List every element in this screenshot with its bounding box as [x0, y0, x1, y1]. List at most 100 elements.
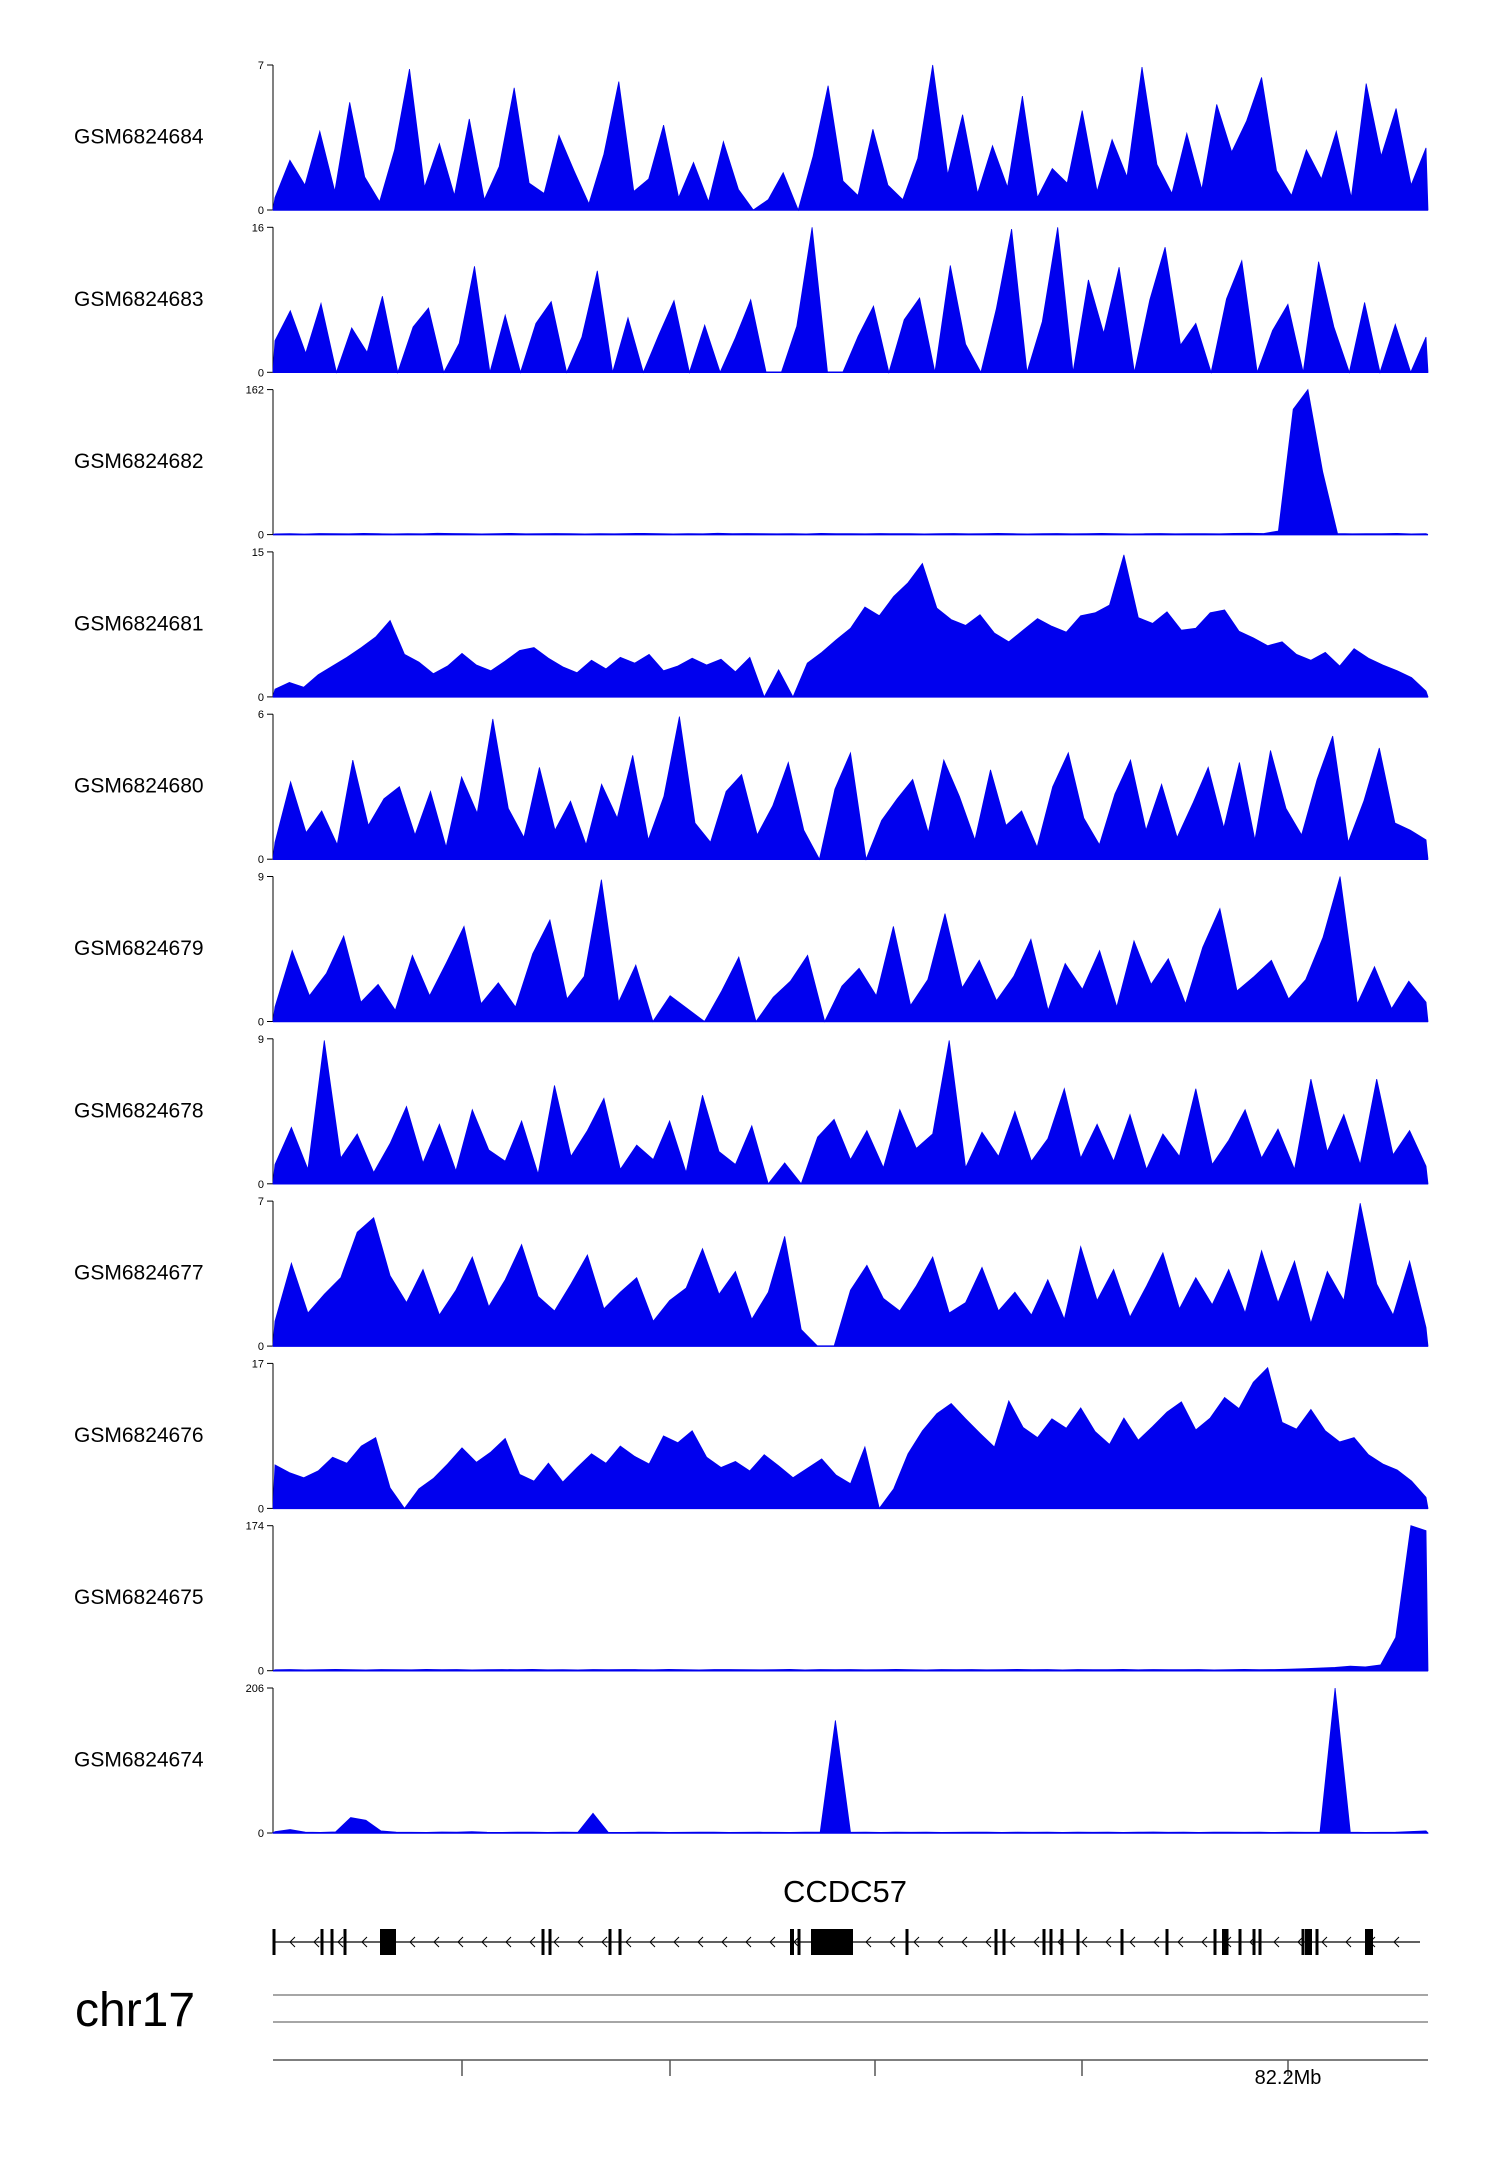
- strand-arrow: [1033, 1936, 1040, 1948]
- signal-area: [272, 554, 1429, 698]
- y-tick-min-label: 0: [258, 367, 264, 379]
- exon: [1042, 1929, 1046, 1955]
- exon: [1060, 1929, 1064, 1955]
- y-tick-min-label: 0: [258, 692, 264, 704]
- track-GSM6824680: GSM6824680 6 0: [74, 709, 1429, 866]
- strand-arrow: [1273, 1936, 1280, 1948]
- exon: [1315, 1929, 1319, 1955]
- signal-area: [272, 1366, 1429, 1510]
- track-label: GSM6824676: [74, 1424, 204, 1447]
- track-label: GSM6824680: [74, 775, 204, 798]
- strand-arrow: [553, 1936, 560, 1948]
- exon: [608, 1929, 612, 1955]
- track-label: GSM6824675: [74, 1586, 204, 1609]
- y-tick-max-label: 6: [258, 709, 264, 721]
- strand-arrow: [985, 1936, 992, 1948]
- track-label: GSM6824679: [74, 937, 204, 960]
- exon: [343, 1929, 347, 1955]
- exon: [1301, 1929, 1305, 1955]
- exon-wide: [790, 1929, 794, 1955]
- y-tick-max-label: 206: [246, 1683, 264, 1695]
- strand-arrow: [1153, 1936, 1160, 1948]
- exon-wide: [380, 1929, 396, 1955]
- strand-arrow: [1201, 1936, 1208, 1948]
- y-tick-min-label: 0: [258, 1017, 264, 1029]
- axis-coordinate-label: 82.2Mb: [1255, 2067, 1322, 2089]
- exon: [1076, 1929, 1080, 1955]
- strand-arrow: [1393, 1936, 1400, 1948]
- exon: [618, 1929, 622, 1955]
- exon-wide: [811, 1929, 853, 1955]
- signal-area: [272, 227, 1429, 374]
- strand-arrow: [529, 1936, 536, 1948]
- track-GSM6824677: GSM6824677 7 0: [74, 1196, 1429, 1353]
- track-label: GSM6824677: [74, 1262, 204, 1285]
- track-label: GSM6824682: [74, 450, 204, 473]
- strand-arrow: [1321, 1936, 1328, 1948]
- track-label: GSM6824681: [74, 612, 204, 635]
- strand-arrow: [505, 1936, 512, 1948]
- strand-arrow: [937, 1936, 944, 1948]
- strand-arrow: [865, 1936, 872, 1948]
- exon: [1049, 1929, 1053, 1955]
- strand-arrow: [649, 1936, 656, 1948]
- y-tick-min-label: 0: [258, 1503, 264, 1515]
- y-tick-max-label: 7: [258, 60, 264, 72]
- signal-area: [272, 876, 1429, 1023]
- exon: [330, 1929, 334, 1955]
- exon: [797, 1929, 801, 1955]
- strand-arrow: [673, 1936, 680, 1948]
- strand-arrow: [745, 1936, 752, 1948]
- y-tick-max-label: 7: [258, 1196, 264, 1208]
- exon: [1252, 1929, 1256, 1955]
- signal-area: [272, 716, 1429, 861]
- gene-label: CCDC57: [783, 1874, 907, 1909]
- signal-area: [272, 64, 1429, 212]
- y-tick-max-label: 9: [258, 1034, 264, 1046]
- track-label: GSM6824684: [74, 126, 204, 149]
- y-tick-min-label: 0: [258, 1666, 264, 1678]
- strand-arrow: [313, 1936, 320, 1948]
- strand-arrow: [433, 1936, 440, 1948]
- strand-arrow: [577, 1936, 584, 1948]
- y-tick-max-label: 9: [258, 872, 264, 884]
- exon: [548, 1929, 552, 1955]
- track-GSM6824683: GSM6824683 16 0: [74, 222, 1429, 379]
- strand-arrow: [769, 1936, 776, 1948]
- track-label: GSM6824674: [74, 1749, 204, 1772]
- strand-arrow: [361, 1936, 368, 1948]
- strand-arrow: [337, 1936, 344, 1948]
- track-GSM6824676: GSM6824676 17 0: [74, 1358, 1429, 1515]
- y-tick-min-label: 0: [258, 1179, 264, 1191]
- y-tick-max-label: 16: [252, 222, 264, 234]
- gene-annotation-track: CCDC57: [272, 1874, 1420, 1955]
- track-GSM6824674: GSM6824674 206 0: [74, 1683, 1429, 1840]
- strand-arrow: [625, 1936, 632, 1948]
- strand-arrow: [1345, 1936, 1352, 1948]
- strand-arrow: [1297, 1936, 1304, 1948]
- strand-arrow: [481, 1936, 488, 1948]
- track-label: GSM6824683: [74, 288, 204, 311]
- strand-arrow: [721, 1936, 728, 1948]
- track-GSM6824681: GSM6824681 15 0: [74, 547, 1429, 704]
- track-label: GSM6824678: [74, 1099, 204, 1122]
- strand-arrow: [961, 1936, 968, 1948]
- exon: [272, 1929, 276, 1955]
- y-tick-max-label: 17: [252, 1358, 264, 1370]
- strand-arrow: [289, 1936, 296, 1948]
- exon: [1165, 1929, 1169, 1955]
- track-GSM6824678: GSM6824678 9 0: [74, 1034, 1429, 1191]
- exon: [905, 1929, 909, 1955]
- y-tick-max-label: 174: [246, 1521, 264, 1533]
- exon-wide: [1365, 1929, 1373, 1955]
- strand-arrow: [1009, 1936, 1016, 1948]
- exon-wide: [1222, 1929, 1228, 1955]
- exon-wide: [1305, 1929, 1312, 1955]
- track-GSM6824675: GSM6824675 174 0: [74, 1521, 1429, 1678]
- signal-area: [272, 388, 1429, 535]
- exon: [1258, 1929, 1262, 1955]
- y-tick-min-label: 0: [258, 530, 264, 542]
- y-tick-max-label: 15: [252, 547, 264, 559]
- coordinate-axis: chr17 82.2Mb: [75, 1984, 1428, 2089]
